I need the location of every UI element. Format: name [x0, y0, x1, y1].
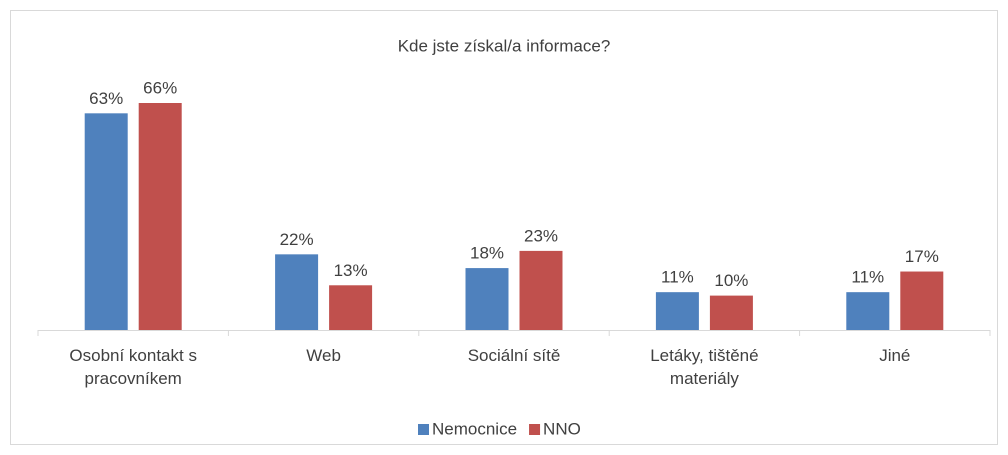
legend-label: Nemocnice	[432, 419, 517, 438]
legend-swatch	[529, 424, 541, 435]
x-tick-label: Letáky, tištěné materiály	[650, 346, 759, 388]
data-label: 11%	[851, 268, 884, 287]
x-tick-label: Jiné	[879, 346, 911, 365]
legend-swatch	[418, 424, 429, 435]
bar	[84, 113, 128, 331]
data-label: 63%	[89, 89, 123, 108]
x-tick-label: Web	[306, 346, 341, 365]
bar	[655, 292, 699, 330]
bar	[329, 285, 373, 330]
x-tick-label: Sociální sítě	[467, 346, 561, 365]
bar	[900, 271, 944, 330]
bar	[465, 268, 509, 330]
bar	[519, 250, 563, 330]
bar	[709, 295, 753, 330]
data-label: 23%	[524, 226, 558, 245]
data-label: 13%	[334, 261, 368, 280]
bar	[275, 254, 319, 330]
data-label: 18%	[470, 244, 504, 263]
data-label: 66%	[143, 78, 177, 97]
data-label: 10%	[714, 271, 748, 290]
data-label: 17%	[905, 247, 939, 266]
legend-label: NNO	[543, 419, 581, 438]
chart-title: Kde jste získal/a informace?	[398, 36, 611, 55]
bar	[846, 292, 890, 330]
data-label: 11%	[661, 268, 694, 287]
x-tick-label: Osobní kontakt s pracovníkem	[69, 346, 197, 388]
bar	[138, 103, 182, 330]
data-label: 22%	[280, 230, 314, 249]
